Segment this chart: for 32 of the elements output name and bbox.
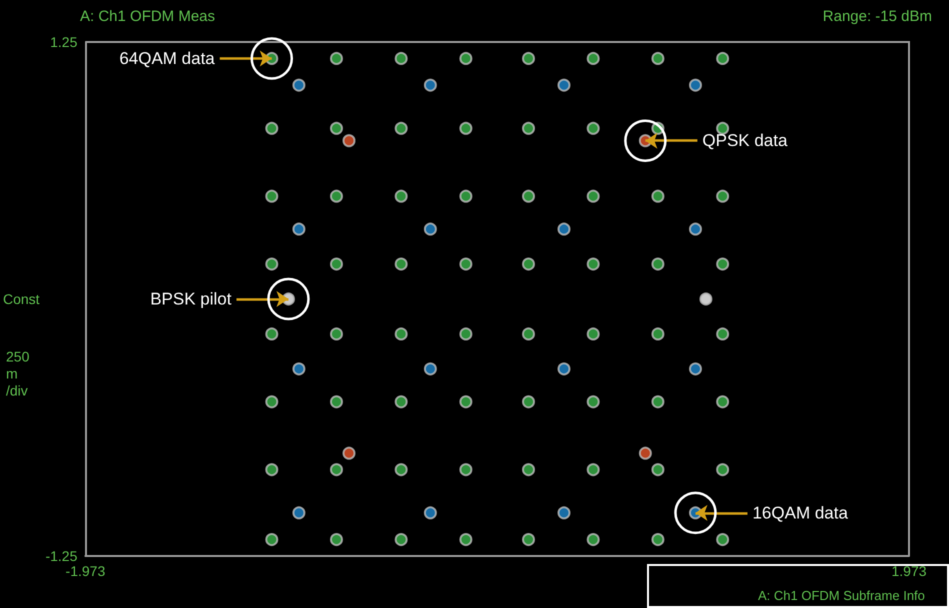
point: [292, 506, 306, 520]
y-tick-label: -1.25: [45, 548, 78, 564]
point: [342, 446, 356, 460]
annotation: 64QAM data: [119, 48, 216, 68]
point: [292, 222, 306, 236]
point: [688, 222, 702, 236]
point: [424, 506, 437, 520]
point: [557, 506, 570, 520]
point: [638, 446, 652, 460]
point: [424, 222, 437, 236]
chart-subtitle: Range: -15 dBm: [822, 8, 932, 25]
point: [292, 78, 306, 92]
point: [424, 362, 437, 376]
point: [688, 78, 702, 92]
chart-title: A: Ch1 OFDM Meas: [80, 8, 216, 25]
y-axis-title: Const: [2, 291, 40, 307]
text: A: Ch1 OFDM Subframe Info: [758, 588, 925, 603]
point: [699, 292, 712, 306]
annotation: BPSK pilot: [150, 290, 232, 308]
point: [688, 362, 702, 376]
x-tick-label: -1.973: [66, 563, 106, 579]
annotation: QPSK data: [702, 131, 788, 150]
point: [292, 362, 306, 376]
annotation: 16QAM data: [752, 503, 848, 522]
point: [557, 78, 570, 92]
point: [342, 134, 356, 148]
point: [557, 362, 570, 376]
x-tick-label: 1.973: [891, 563, 927, 579]
y-tick-label: 1.25: [50, 34, 78, 50]
point: [557, 222, 570, 236]
text: 250 m /div: [6, 348, 30, 398]
point: [424, 78, 437, 92]
